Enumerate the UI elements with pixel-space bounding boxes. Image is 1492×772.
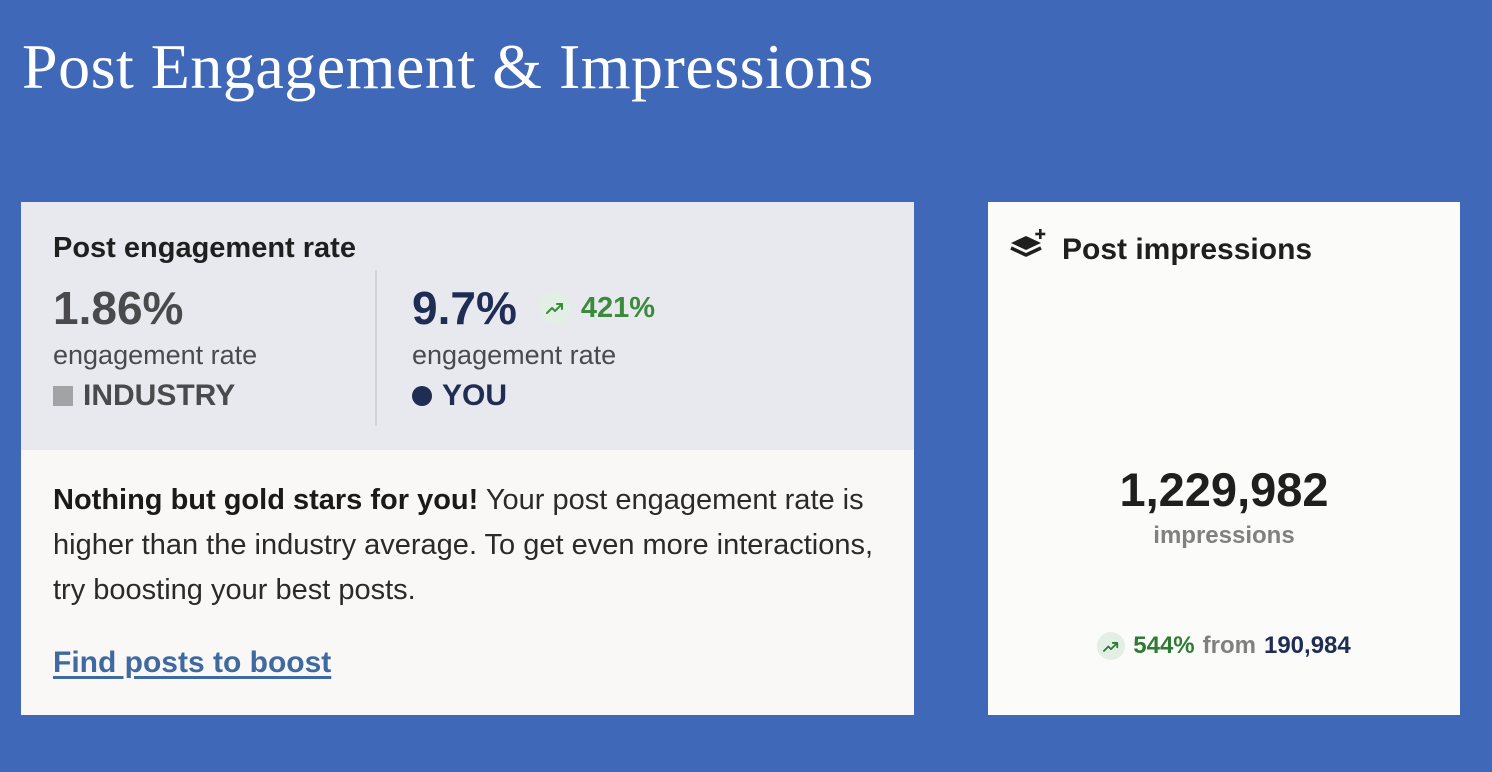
industry-stat: 1.86% engagement rate INDUSTRY — [53, 282, 257, 413]
engagement-message: Nothing but gold stars for you! Your pos… — [53, 478, 893, 613]
you-engagement-label: engagement rate — [412, 340, 617, 370]
industry-engagement-label: engagement rate — [53, 340, 258, 370]
impressions-change-percent: 544% — [1133, 632, 1195, 659]
page-title: Post Engagement & Impressions — [22, 31, 874, 102]
stat-divider — [375, 270, 377, 426]
industry-legend: INDUSTRY — [53, 379, 257, 413]
post-impressions-card: Post impressions 1,229,982 impressions 5… — [988, 202, 1460, 715]
engagement-change-badge: 421% — [538, 291, 656, 325]
industry-engagement-value: 1.86% — [53, 282, 184, 334]
impressions-change-from: from — [1202, 632, 1256, 659]
layers-plus-icon — [1010, 228, 1048, 271]
you-legend: YOU — [412, 379, 655, 413]
trending-up-icon — [1097, 632, 1126, 660]
trending-up-icon — [538, 292, 571, 324]
impressions-change: 544% from 190,984 — [988, 632, 1460, 660]
engagement-comparison-panel: Post engagement rate 1.86% engagement ra… — [21, 202, 914, 450]
impressions-label: impressions — [1153, 522, 1295, 549]
engagement-change-value: 421% — [580, 291, 656, 324]
engagement-card-title: Post engagement rate — [53, 232, 356, 264]
impressions-value: 1,229,982 — [1119, 463, 1329, 516]
industry-legend-label: INDUSTRY — [83, 379, 236, 412]
dot-legend-icon — [412, 386, 432, 406]
you-legend-label: YOU — [442, 379, 508, 412]
impressions-card-header: Post impressions — [1010, 228, 1312, 271]
impressions-card-title: Post impressions — [1062, 232, 1313, 266]
engagement-rate-card: Post engagement rate 1.86% engagement ra… — [21, 202, 914, 715]
engagement-message-body: Your post engagement rate is higher than… — [53, 484, 874, 606]
you-engagement-value: 9.7% — [412, 282, 517, 334]
engagement-message-headline: Nothing but gold stars for you! — [53, 484, 479, 516]
square-legend-icon — [53, 386, 73, 406]
find-posts-to-boost-link[interactable]: Find posts to boost — [53, 646, 332, 679]
impressions-previous-value: 190,984 — [1263, 632, 1351, 659]
you-stat: 9.7% 421% engagement rate YOU — [412, 282, 655, 413]
